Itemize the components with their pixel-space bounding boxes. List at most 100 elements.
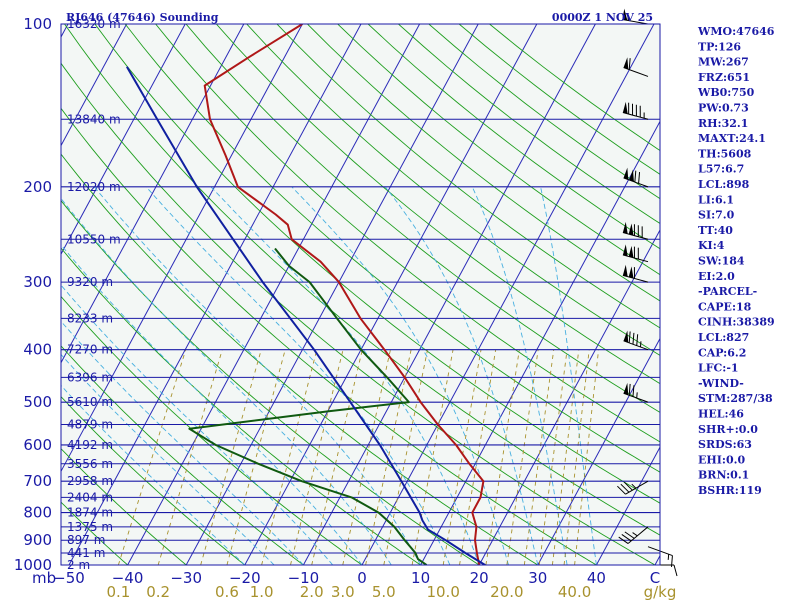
index-value: SW:184 <box>698 255 745 268</box>
moist-adiabat-line <box>291 186 509 565</box>
wind-barb-staff <box>627 526 649 544</box>
height-label: 2 m <box>67 558 90 572</box>
wind-barb-half <box>627 14 629 21</box>
height-label: 9320 m <box>67 275 113 289</box>
wind-barb <box>623 57 649 77</box>
wind-barb-pennant <box>622 8 628 21</box>
wind-barb-half <box>631 483 637 489</box>
wind-barb <box>622 8 649 25</box>
isotherm-line <box>68 24 362 565</box>
height-label: 2958 m <box>67 474 113 488</box>
index-value: -PARCEL- <box>698 285 757 298</box>
sounding-curves <box>126 24 486 565</box>
wind-barb-full <box>628 58 631 70</box>
wind-barb-staff <box>622 232 649 240</box>
wind-barb-full <box>632 332 635 345</box>
index-value: MAXT:24.1 <box>698 132 766 145</box>
pressure-tick-label: 300 <box>23 273 52 291</box>
pressure-unit-label: mb <box>32 569 56 587</box>
pressure-tick-label: 800 <box>23 504 52 522</box>
pressure-tick-label: 900 <box>23 531 52 549</box>
height-label: 7270 m <box>67 343 113 357</box>
index-value: EHI:0.0 <box>698 453 745 466</box>
wind-barb <box>622 221 649 240</box>
isotherm-line <box>595 446 660 565</box>
temperature-tick-label: −20 <box>229 569 261 587</box>
wind-barb <box>622 101 649 120</box>
temperature-tick-label: 30 <box>528 569 547 587</box>
wind-barb-pennant <box>623 57 629 70</box>
height-label: 4879 m <box>67 418 113 432</box>
wind-barb-staff <box>622 254 649 263</box>
isotherm-line <box>302 24 596 565</box>
wind-barb-half <box>632 532 638 537</box>
isotherm-line <box>244 24 538 565</box>
index-value: SRDS:63 <box>698 438 752 451</box>
wind-barb-full <box>624 531 635 539</box>
isotherm-line <box>61 24 128 147</box>
isotherm-line <box>537 337 660 565</box>
pressure-tick-label: 1000 <box>14 556 52 574</box>
isotherm-line <box>361 24 655 565</box>
height-label: 8233 m <box>67 311 113 325</box>
wind-barb <box>623 330 649 351</box>
pressure-tick-label: 400 <box>23 341 52 359</box>
index-value: -WIND- <box>698 377 744 390</box>
index-value: LCL:827 <box>698 331 749 344</box>
mixing-ratio-label: 40.0 <box>558 583 591 600</box>
dewpoint-curve <box>188 247 428 565</box>
isotherm-line <box>61 24 186 256</box>
temperature-curve <box>203 24 485 565</box>
moist-adiabat-line <box>61 284 334 565</box>
wind-barb-staff <box>622 274 649 283</box>
wind-barb-pennant <box>622 221 628 234</box>
height-label: 4192 m <box>67 438 113 452</box>
height-label: 897 m <box>67 533 105 547</box>
index-value: TP:126 <box>698 40 741 53</box>
index-value: CAP:6.2 <box>698 346 746 359</box>
wind-barb-full <box>634 170 637 183</box>
wind-barb-full <box>638 172 641 184</box>
temperature-tick-label: C <box>650 569 660 587</box>
isotherm-line <box>478 228 660 565</box>
height-label: 6396 m <box>67 370 113 384</box>
wind-barb-pennant <box>622 244 628 257</box>
index-value: L57:6.7 <box>698 163 744 176</box>
wind-barb-full <box>636 334 639 346</box>
mixing-ratio-label: 3.0 <box>331 583 355 600</box>
wind-barb-full <box>628 331 631 343</box>
wind-barb-full <box>632 385 635 397</box>
index-value: LCL:898 <box>698 178 750 191</box>
height-label: 441 m <box>67 546 105 560</box>
wind-barb <box>622 264 649 283</box>
mixing-ratio-label: 10.0 <box>426 583 459 600</box>
wind-barb-full <box>670 555 673 567</box>
temperature-tick-label: 20 <box>470 569 489 587</box>
pressure-tick-label: 500 <box>23 393 52 411</box>
temperature-tick-label: −30 <box>170 569 202 587</box>
observation-time: 0000Z 1 NOV 25 <box>552 11 653 24</box>
isotherm-line <box>61 24 303 473</box>
mixing-ratio-label: 5.0 <box>372 583 396 600</box>
height-label: 12020 m <box>67 180 121 194</box>
index-value: BSHR:119 <box>698 484 762 497</box>
wind-barb <box>623 167 649 188</box>
wind-barb-pennant <box>628 245 634 258</box>
index-value: SHR+:0.0 <box>698 423 758 436</box>
height-label: 3556 m <box>67 457 113 471</box>
mixing-ratio-line <box>117 349 187 565</box>
wind-barb-pennant <box>629 169 634 182</box>
grid-lines <box>61 24 660 565</box>
index-value: FRZ:651 <box>698 71 750 84</box>
station-title: RJ646 (47646) Sounding <box>66 11 219 24</box>
pressure-tick-label: 600 <box>23 436 52 454</box>
mixing-ratio-label: 1.0 <box>250 583 274 600</box>
parcel-curve <box>126 66 486 565</box>
wind-barb-pennant <box>623 167 629 180</box>
wind-barb-full <box>620 483 630 493</box>
isotherm-line <box>420 120 660 565</box>
mixing-ratio-line <box>311 349 363 565</box>
index-value: KI:4 <box>698 239 725 252</box>
height-label: 1375 m <box>67 520 113 534</box>
